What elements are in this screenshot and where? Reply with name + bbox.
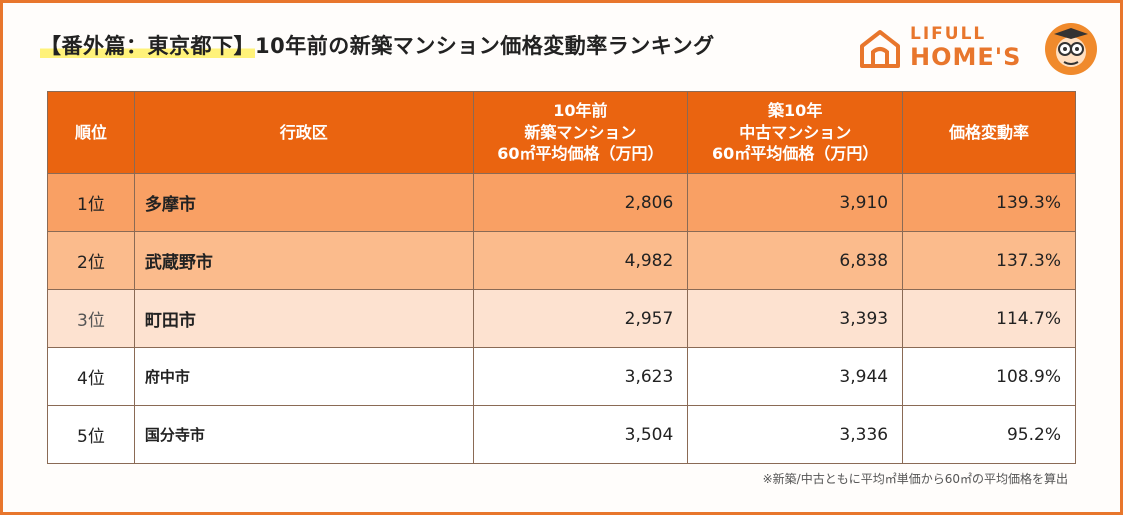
cell-new-price: 2,957 (472, 289, 689, 348)
cell-city: 国分寺市 (133, 405, 474, 464)
cell-rate: 114.7% (902, 289, 1076, 348)
mascot-icon (1045, 23, 1097, 75)
cell-rate: 108.9% (902, 347, 1076, 406)
cell-new-price: 4,982 (472, 231, 689, 290)
cell-used-price: 3,393 (687, 289, 904, 348)
brand-logo: LIFULL HOME'S (858, 22, 1098, 75)
cell-rank: 3位 (47, 289, 135, 348)
house-icon (860, 30, 900, 68)
cell-new-price: 3,623 (472, 347, 689, 406)
cell-rank: 5位 (47, 405, 135, 464)
table-row: 3位 町田市 2,957 3,393 114.7% (47, 289, 1076, 348)
page-title: 【番外篇：東京都下】10年前の新築マンション価格変動率ランキング (40, 30, 715, 60)
cell-used-price: 6,838 (687, 231, 904, 290)
cell-city: 武蔵野市 (133, 231, 474, 290)
header-rate: 価格変動率 (902, 91, 1076, 174)
cell-used-price: 3,336 (687, 405, 904, 464)
cell-city: 府中市 (133, 347, 474, 406)
cell-rate: 139.3% (902, 173, 1076, 232)
cell-rank: 4位 (47, 347, 135, 406)
header-rank: 順位 (47, 91, 135, 174)
table-header-row: 順位 行政区 10年前 新築マンション 60㎡平均価格（万円） 築10年 中古マ… (47, 91, 1076, 174)
title-rest: 10年前の新築マンション価格変動率ランキング (255, 34, 715, 58)
table-row: 5位 国分寺市 3,504 3,336 95.2% (47, 405, 1076, 464)
cell-used-price: 3,910 (687, 173, 904, 232)
header-city: 行政区 (133, 91, 474, 174)
header-used-price: 築10年 中古マンション 60㎡平均価格（万円） (687, 91, 904, 174)
title-highlight: 【番外篇：東京都下】 (40, 34, 255, 58)
cell-new-price: 3,504 (472, 405, 689, 464)
cell-city: 多摩市 (133, 173, 474, 232)
logo-line2: HOME'S (910, 43, 1022, 71)
cell-rank: 2位 (47, 231, 135, 290)
table-row: 1位 多摩市 2,806 3,910 139.3% (47, 173, 1076, 232)
cell-rate: 95.2% (902, 405, 1076, 464)
logo-line1: LIFULL (910, 24, 987, 44)
ranking-table: 順位 行政区 10年前 新築マンション 60㎡平均価格（万円） 築10年 中古マ… (47, 91, 1076, 464)
table-row: 2位 武蔵野市 4,982 6,838 137.3% (47, 231, 1076, 290)
cell-new-price: 2,806 (472, 173, 689, 232)
cell-rank: 1位 (47, 173, 135, 232)
cell-rate: 137.3% (902, 231, 1076, 290)
cell-city: 町田市 (133, 289, 474, 348)
footnote: ※新築/中古ともに平均㎡単価から60㎡の平均価格を算出 (762, 472, 1068, 486)
cell-used-price: 3,944 (687, 347, 904, 406)
table-row: 4位 府中市 3,623 3,944 108.9% (47, 347, 1076, 406)
header-new-price: 10年前 新築マンション 60㎡平均価格（万円） (472, 91, 689, 174)
